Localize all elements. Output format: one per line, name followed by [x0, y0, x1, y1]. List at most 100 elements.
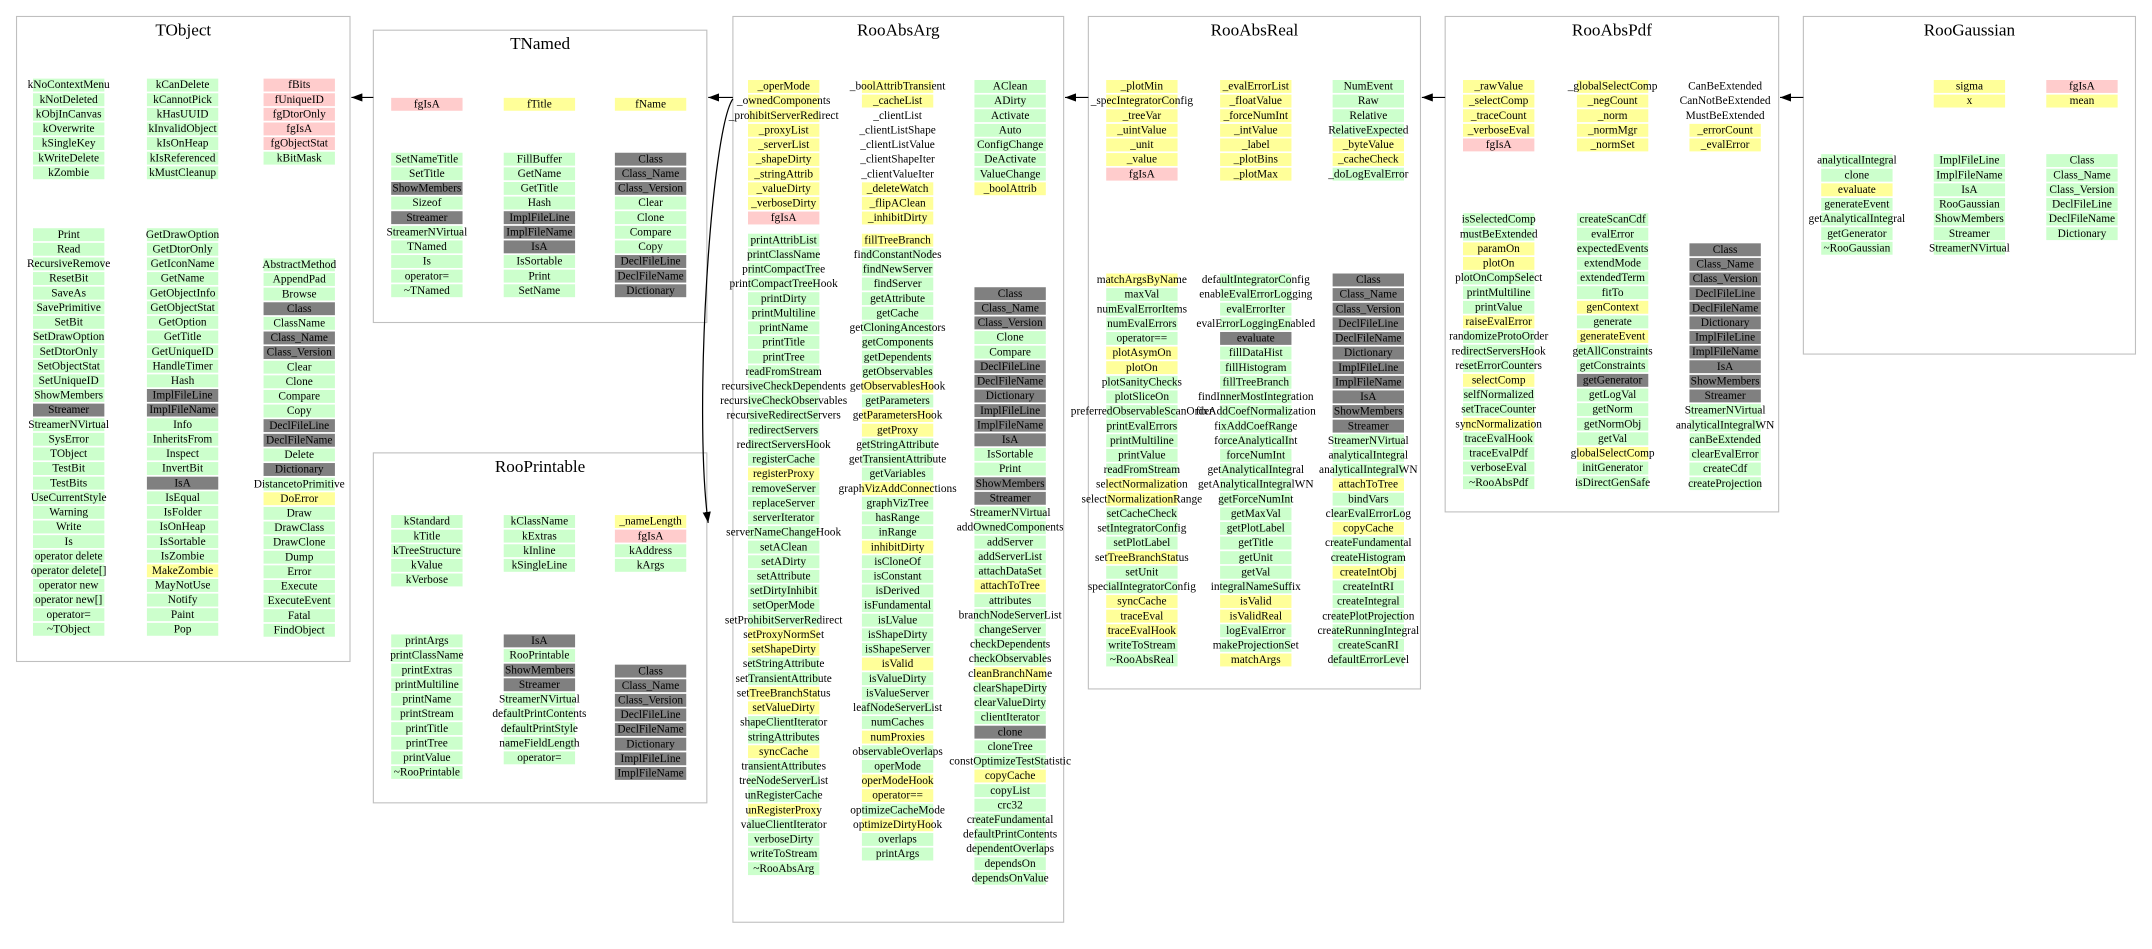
member-label: forceNumInt [1226, 450, 1286, 462]
member-label: isDirectGenSafe [1575, 477, 1650, 489]
member-background [263, 273, 335, 286]
member-background [1332, 153, 1404, 166]
member-background [263, 579, 335, 593]
member-background [1220, 94, 1292, 108]
member-label: optimizeCacheMode [850, 804, 945, 816]
member-label: setIntegratorConfig [1097, 523, 1186, 535]
member-label: findNewServer [863, 264, 933, 276]
member-label: kIsReferenced [150, 152, 216, 164]
member-label: DeclFileLine [1695, 288, 1755, 300]
member-background [974, 725, 1046, 739]
member-label: SetDtorOnly [40, 346, 98, 358]
member-label: isShapeServer [865, 644, 930, 656]
member-label: SetNameTitle [395, 153, 458, 165]
member-label: _unit [1129, 139, 1154, 151]
member-label: StreamerNVirtual [1328, 435, 1409, 447]
member-background [1933, 154, 2006, 168]
member-background [1576, 403, 1649, 417]
member-background [1106, 390, 1178, 404]
member-label: DrawClone [273, 537, 325, 549]
member-label: getLogVal [1589, 389, 1636, 401]
member-background [503, 692, 576, 706]
member-label: createCdf [1703, 463, 1747, 475]
member-background [748, 452, 820, 466]
member-label: isSelectedComp [1462, 214, 1536, 226]
member-label: operator== [872, 790, 923, 802]
member-background [1106, 375, 1178, 389]
member-label: paramOn [1478, 243, 1521, 255]
member-background [1220, 109, 1292, 123]
member-background [391, 515, 463, 528]
member-label: _errorCount [1696, 124, 1753, 136]
member-background [1463, 109, 1535, 123]
member-label: Class_Name [622, 168, 680, 180]
member-label: Paint [171, 609, 195, 621]
member-background [1106, 153, 1178, 166]
member-background [614, 558, 687, 572]
member-label: setAClean [760, 541, 808, 553]
member-background [263, 389, 335, 403]
member-label: TestBits [50, 477, 88, 489]
member-background [1463, 227, 1535, 241]
member-label: getAttribute [870, 293, 925, 305]
member-label: Dictionary [626, 285, 675, 297]
member-label: fgIsA [414, 98, 441, 110]
member-background [974, 462, 1046, 476]
member-background [748, 123, 820, 137]
member-label: checkObservables [969, 653, 1052, 665]
member-background [1821, 241, 1893, 255]
member-label: createScanRI [1338, 640, 1399, 652]
member-background [861, 803, 934, 817]
member-label: IsSortable [160, 536, 206, 548]
member-label: setTraceCounter [1461, 404, 1536, 416]
member-background [146, 462, 219, 475]
member-label: _evalError [1700, 139, 1750, 151]
member-label: _byteValue [1342, 139, 1394, 151]
member-label: getObservablesHook [850, 380, 946, 392]
member-label: Class_Version [1693, 273, 1758, 285]
member-label: writeToStream [1108, 640, 1176, 652]
member-background [146, 432, 219, 446]
member-background [391, 211, 463, 225]
member-background [1689, 433, 1761, 447]
member-label: ~RooGaussian [1823, 242, 1890, 254]
member-background [391, 736, 463, 750]
member-label: Activate [991, 110, 1030, 122]
member-label: ShowMembers [392, 183, 461, 195]
member-background [1689, 287, 1761, 301]
member-label: changeServer [979, 624, 1041, 636]
member-background [974, 404, 1046, 418]
member-background [263, 331, 335, 345]
member-background [503, 269, 576, 283]
member-background [263, 302, 335, 316]
member-label: expectedEvents [1577, 243, 1649, 255]
member-label: SetObjectStat [37, 360, 100, 372]
member-label: defaultPrintContents [963, 829, 1058, 841]
member-background [1220, 390, 1292, 404]
member-background [1220, 361, 1292, 375]
member-label: RelativeExpected [1328, 124, 1409, 136]
member-label: _cacheList [872, 95, 923, 107]
member-background [32, 432, 105, 446]
member-background [1220, 153, 1292, 166]
member-label: printTree [763, 351, 805, 363]
member-background [861, 196, 934, 210]
member-label: ImplFileLine [1338, 362, 1398, 374]
member-background [1689, 477, 1761, 491]
member-background [974, 448, 1046, 461]
member-label: IsSortable [987, 449, 1033, 461]
member-background [1576, 446, 1649, 460]
member-background [1576, 359, 1649, 373]
member-label: matchArgs [1231, 654, 1281, 666]
member-label: fgIsA [2069, 81, 2096, 93]
member-background [1106, 507, 1178, 521]
member-label: Warning [49, 507, 88, 519]
member-background [32, 93, 105, 107]
member-label: Streamer [1348, 420, 1389, 432]
member-background [1689, 243, 1761, 257]
member-label: setTreeBranchStatus [1095, 552, 1189, 564]
class-node: RooAbsArg _operMode _ownedComponents _prohi… [720, 15, 1071, 923]
member-label: printName [403, 694, 452, 706]
member-background [32, 272, 105, 285]
member-background [1576, 330, 1649, 343]
